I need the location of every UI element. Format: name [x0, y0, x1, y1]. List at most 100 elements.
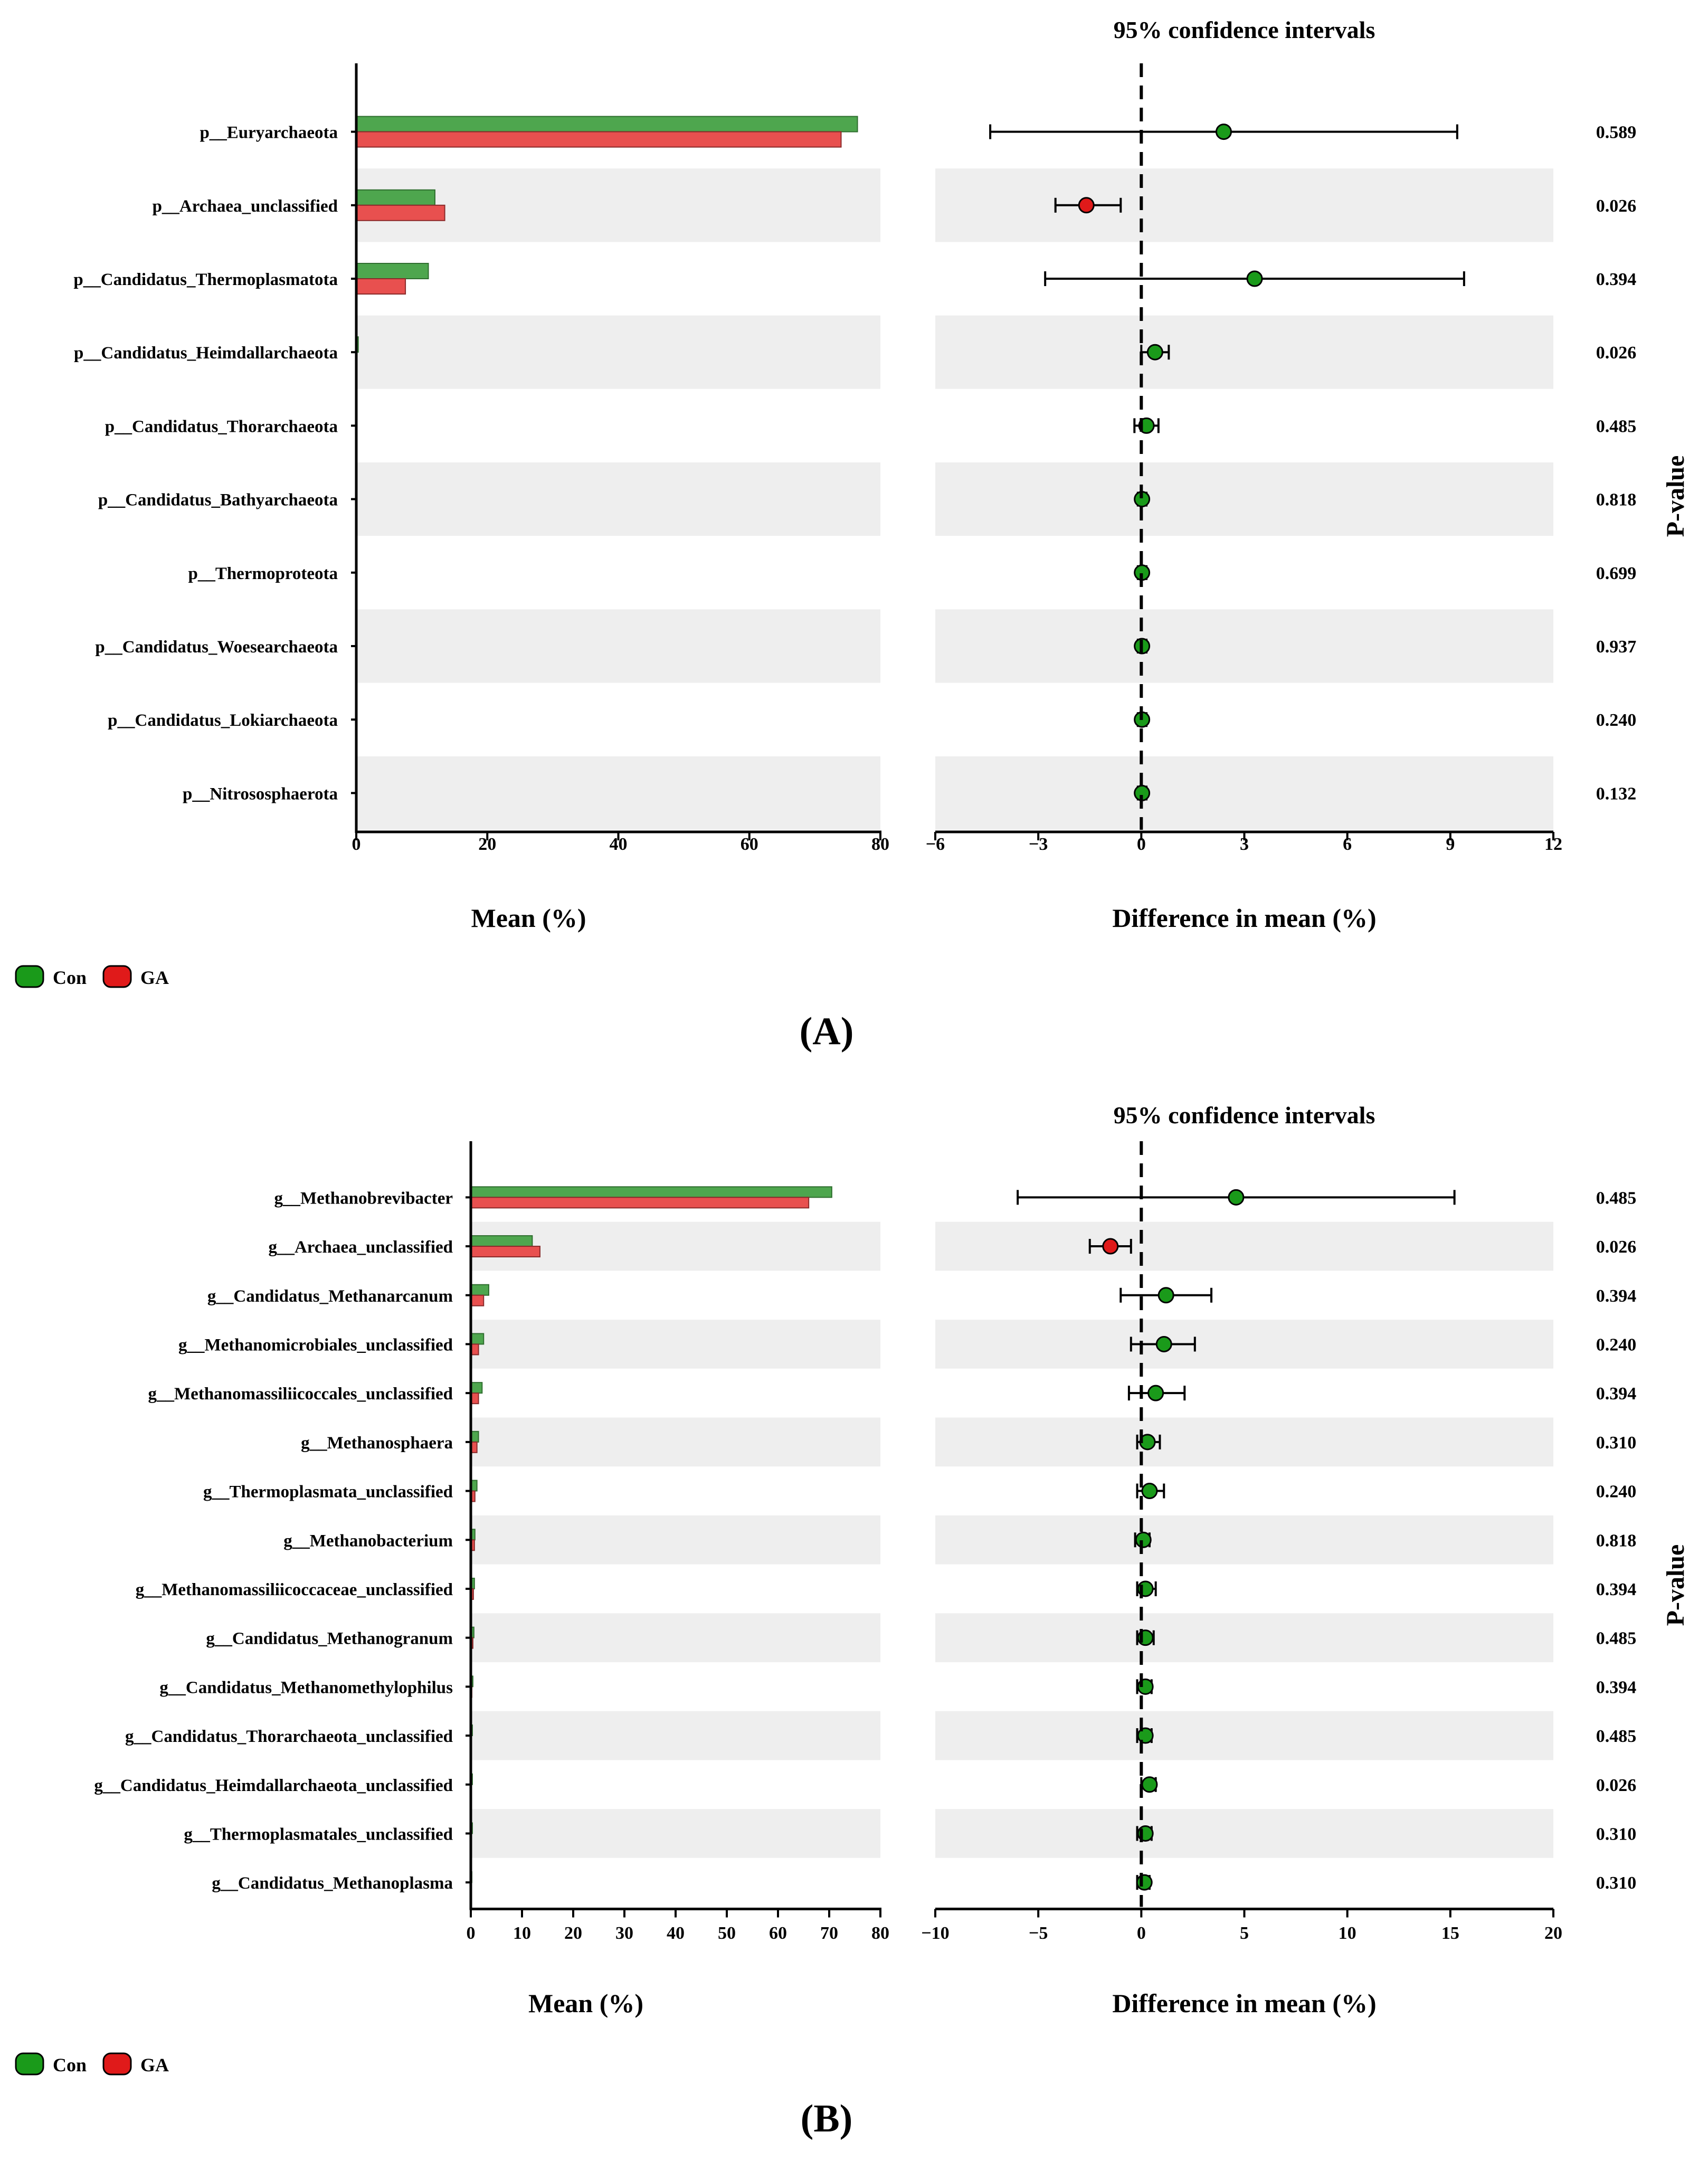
ci-x-tick-label: 12: [1544, 835, 1562, 854]
bar-ga: [470, 1294, 485, 1306]
mean-x-tick-label: 40: [667, 1923, 685, 1943]
p-value: 0.026: [1596, 1776, 1637, 1795]
p-value: 0.240: [1596, 1335, 1637, 1354]
legend: Con GA: [15, 2052, 169, 2076]
bar-con: [356, 116, 858, 132]
ci-point: [1146, 344, 1163, 361]
ci-x-label: Difference in mean (%): [1112, 1988, 1376, 2018]
ci-title: 95% confidence intervals: [1114, 16, 1375, 43]
p-value: 0.026: [1596, 343, 1637, 363]
category-label: p__Candidatus_Thorarchaeota: [105, 417, 338, 436]
bar-ga: [356, 278, 406, 295]
category-label: g__Methanomassiliicoccaceae_unclassified: [136, 1580, 453, 1599]
bar-con: [470, 1333, 485, 1345]
ci-point: [1141, 1483, 1158, 1500]
row-band: [471, 1515, 880, 1565]
category-label: p__Candidatus_Woesearchaeota: [95, 638, 338, 657]
ci-title: 95% confidence intervals: [1114, 1102, 1375, 1129]
ci-x-tick-label: 5: [1240, 1923, 1249, 1943]
ci-point: [1215, 124, 1232, 140]
ci-point: [1102, 1238, 1119, 1255]
row-band: [935, 1711, 1553, 1760]
p-value: 0.394: [1596, 1678, 1637, 1697]
bar-con: [470, 1382, 483, 1394]
bar-ga: [470, 1197, 810, 1209]
row-band: [356, 315, 880, 389]
category-label: g__Candidatus_Methanomethylophilus: [159, 1678, 453, 1697]
category-label: g__Thermoplasmata_unclassified: [203, 1483, 453, 1502]
panel-b: 95% confidence intervals g__Methanobrevib…: [15, 1102, 1690, 2140]
p-value: 0.026: [1596, 196, 1637, 216]
row-band: [935, 168, 1553, 242]
row-band: [935, 1221, 1553, 1271]
category-label: p__Thermoproteota: [188, 564, 338, 583]
ci-x-tick-label: 20: [1544, 1923, 1562, 1943]
ci-point: [1246, 270, 1263, 287]
ci-x-tick-label: −6: [926, 835, 945, 854]
panel-a: 95% confidence intervals p__Euryarchaeota…: [15, 16, 1690, 1053]
row-band: [935, 1613, 1553, 1662]
bar-ga: [470, 1246, 540, 1258]
legend-label-ga: GA: [140, 967, 169, 988]
category-label: g__Thermoplasmatales_unclassified: [184, 1825, 453, 1844]
p-value-label: P-value: [1662, 456, 1690, 537]
row-band: [471, 1711, 880, 1760]
mean-x-tick-label: 20: [564, 1923, 582, 1943]
p-value: 0.818: [1596, 1531, 1637, 1550]
p-value: 0.818: [1596, 490, 1637, 510]
row-band: [471, 1417, 880, 1467]
category-label: p__Euryarchaeota: [200, 124, 338, 143]
category-label: g__Methanosphaera: [301, 1434, 453, 1453]
row-band: [935, 1320, 1553, 1369]
mean-x-tick-label: 50: [718, 1923, 736, 1943]
category-label: g__Candidatus_Methanogranum: [206, 1629, 453, 1648]
mean-x-tick-label: 80: [871, 1923, 889, 1943]
category-label: p__Nitrososphaerota: [183, 784, 338, 803]
p-value: 0.485: [1596, 1727, 1637, 1746]
p-value: 0.937: [1596, 637, 1637, 657]
panel-label: (B): [801, 2097, 853, 2140]
mean-x-tick-label: 20: [478, 835, 496, 854]
ci-x-tick-label: 9: [1446, 835, 1455, 854]
row-band: [935, 315, 1553, 389]
category-label: p__Archaea_unclassified: [153, 197, 338, 216]
p-value: 0.589: [1596, 123, 1637, 143]
category-label: g__Methanobacterium: [283, 1531, 453, 1550]
ci-point: [1228, 1189, 1245, 1206]
ci-point: [1155, 1335, 1172, 1352]
ci-x-tick-label: −10: [921, 1923, 949, 1943]
mean-x-tick-label: 80: [871, 835, 889, 854]
row-band: [935, 1515, 1553, 1565]
category-label: g__Methanomicrobiales_unclassified: [178, 1335, 453, 1354]
p-value-label: P-value: [1662, 1544, 1690, 1626]
bar-con: [356, 263, 429, 279]
row-band: [935, 1809, 1553, 1858]
p-value: 0.699: [1596, 564, 1637, 583]
p-value: 0.310: [1596, 1433, 1637, 1453]
ci-x-tick-label: 3: [1240, 835, 1249, 854]
p-value: 0.310: [1596, 1873, 1637, 1893]
bar-con: [356, 189, 435, 206]
row-band: [471, 1809, 880, 1858]
row-band: [356, 609, 880, 683]
bar-con: [470, 1235, 533, 1247]
category-label: g__Methanobrevibacter: [274, 1189, 453, 1208]
ci-x-tick-label: −3: [1029, 835, 1048, 854]
ci-point: [1141, 1776, 1158, 1793]
row-band: [356, 756, 880, 830]
legend-swatch-ga: [102, 965, 132, 988]
category-label: g__Candidatus_Thorarchaeota_unclassified: [125, 1727, 453, 1746]
mean-x-tick-label: 0: [352, 835, 361, 854]
row-band: [471, 1320, 880, 1369]
legend-label-con: Con: [53, 2054, 87, 2076]
mean-x-tick-label: 60: [769, 1923, 787, 1943]
panel-label: (A): [800, 1010, 854, 1053]
p-value: 0.310: [1596, 1824, 1637, 1844]
ci-point: [1136, 1874, 1153, 1891]
bar-con: [470, 1186, 832, 1198]
mean-x-label: Mean (%): [528, 1988, 643, 2018]
legend: Con GA: [15, 965, 169, 988]
ci-x-tick-label: 0: [1137, 835, 1146, 854]
category-label: g__Archaea_unclassified: [268, 1238, 453, 1257]
category-label: g__Candidatus_Heimdallarchaeota_unclassi…: [94, 1776, 453, 1795]
